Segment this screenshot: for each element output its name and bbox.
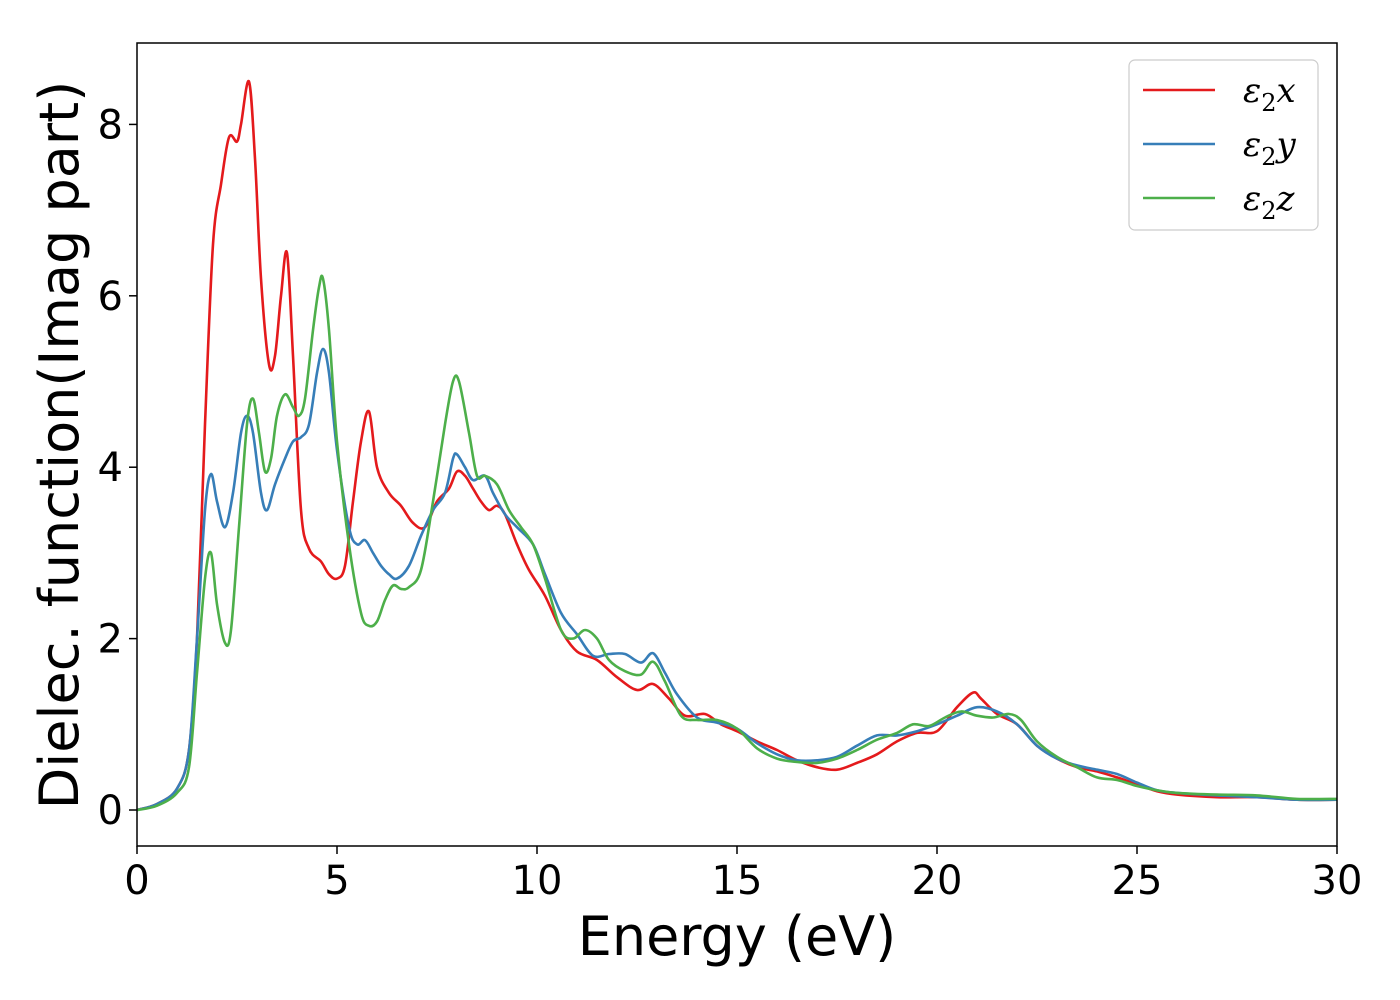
legend-symbol: ε	[1243, 71, 1261, 111]
y-tick-label: 0	[98, 788, 123, 834]
series-line-x	[137, 80, 1337, 812]
y-axis-label: Dielec. function(Imag part)	[28, 81, 91, 810]
legend-subscript: 2	[1261, 89, 1276, 117]
series-layer	[137, 80, 1337, 812]
y-tick-label: 2	[98, 617, 123, 663]
x-tick-label: 25	[1112, 858, 1163, 904]
x-tick-label: 20	[912, 858, 963, 904]
series-line-z	[137, 274, 1337, 812]
y-axis: 0 2 4 6 8	[98, 102, 137, 834]
legend-variable: z	[1276, 179, 1296, 219]
legend-symbol: ε	[1243, 179, 1261, 219]
y-tick-label: 4	[98, 445, 123, 491]
x-axis: 0 5 10 15 20 25 30	[124, 846, 1362, 904]
x-tick-label: 15	[712, 858, 763, 904]
legend-subscript: 2	[1261, 143, 1276, 171]
legend-variable: x	[1277, 71, 1296, 111]
y-tick-label: 8	[98, 102, 123, 148]
x-tick-label: 10	[512, 858, 563, 904]
legend-subscript: 2	[1261, 197, 1276, 225]
x-axis-label: Energy (eV)	[578, 905, 897, 968]
legend-variable: y	[1275, 125, 1297, 165]
y-tick-label: 6	[98, 274, 123, 320]
legend-label-x: ε2x	[1243, 71, 1296, 117]
x-tick-label: 30	[1312, 858, 1363, 904]
x-tick-label: 5	[324, 858, 349, 904]
legend-label-y: ε2y	[1243, 125, 1297, 171]
legend-symbol: ε	[1243, 125, 1261, 165]
x-tick-label: 0	[124, 858, 149, 904]
series-line-y	[137, 347, 1337, 812]
legend-label-z: ε2z	[1243, 179, 1296, 225]
legend-box	[1128, 59, 1319, 231]
